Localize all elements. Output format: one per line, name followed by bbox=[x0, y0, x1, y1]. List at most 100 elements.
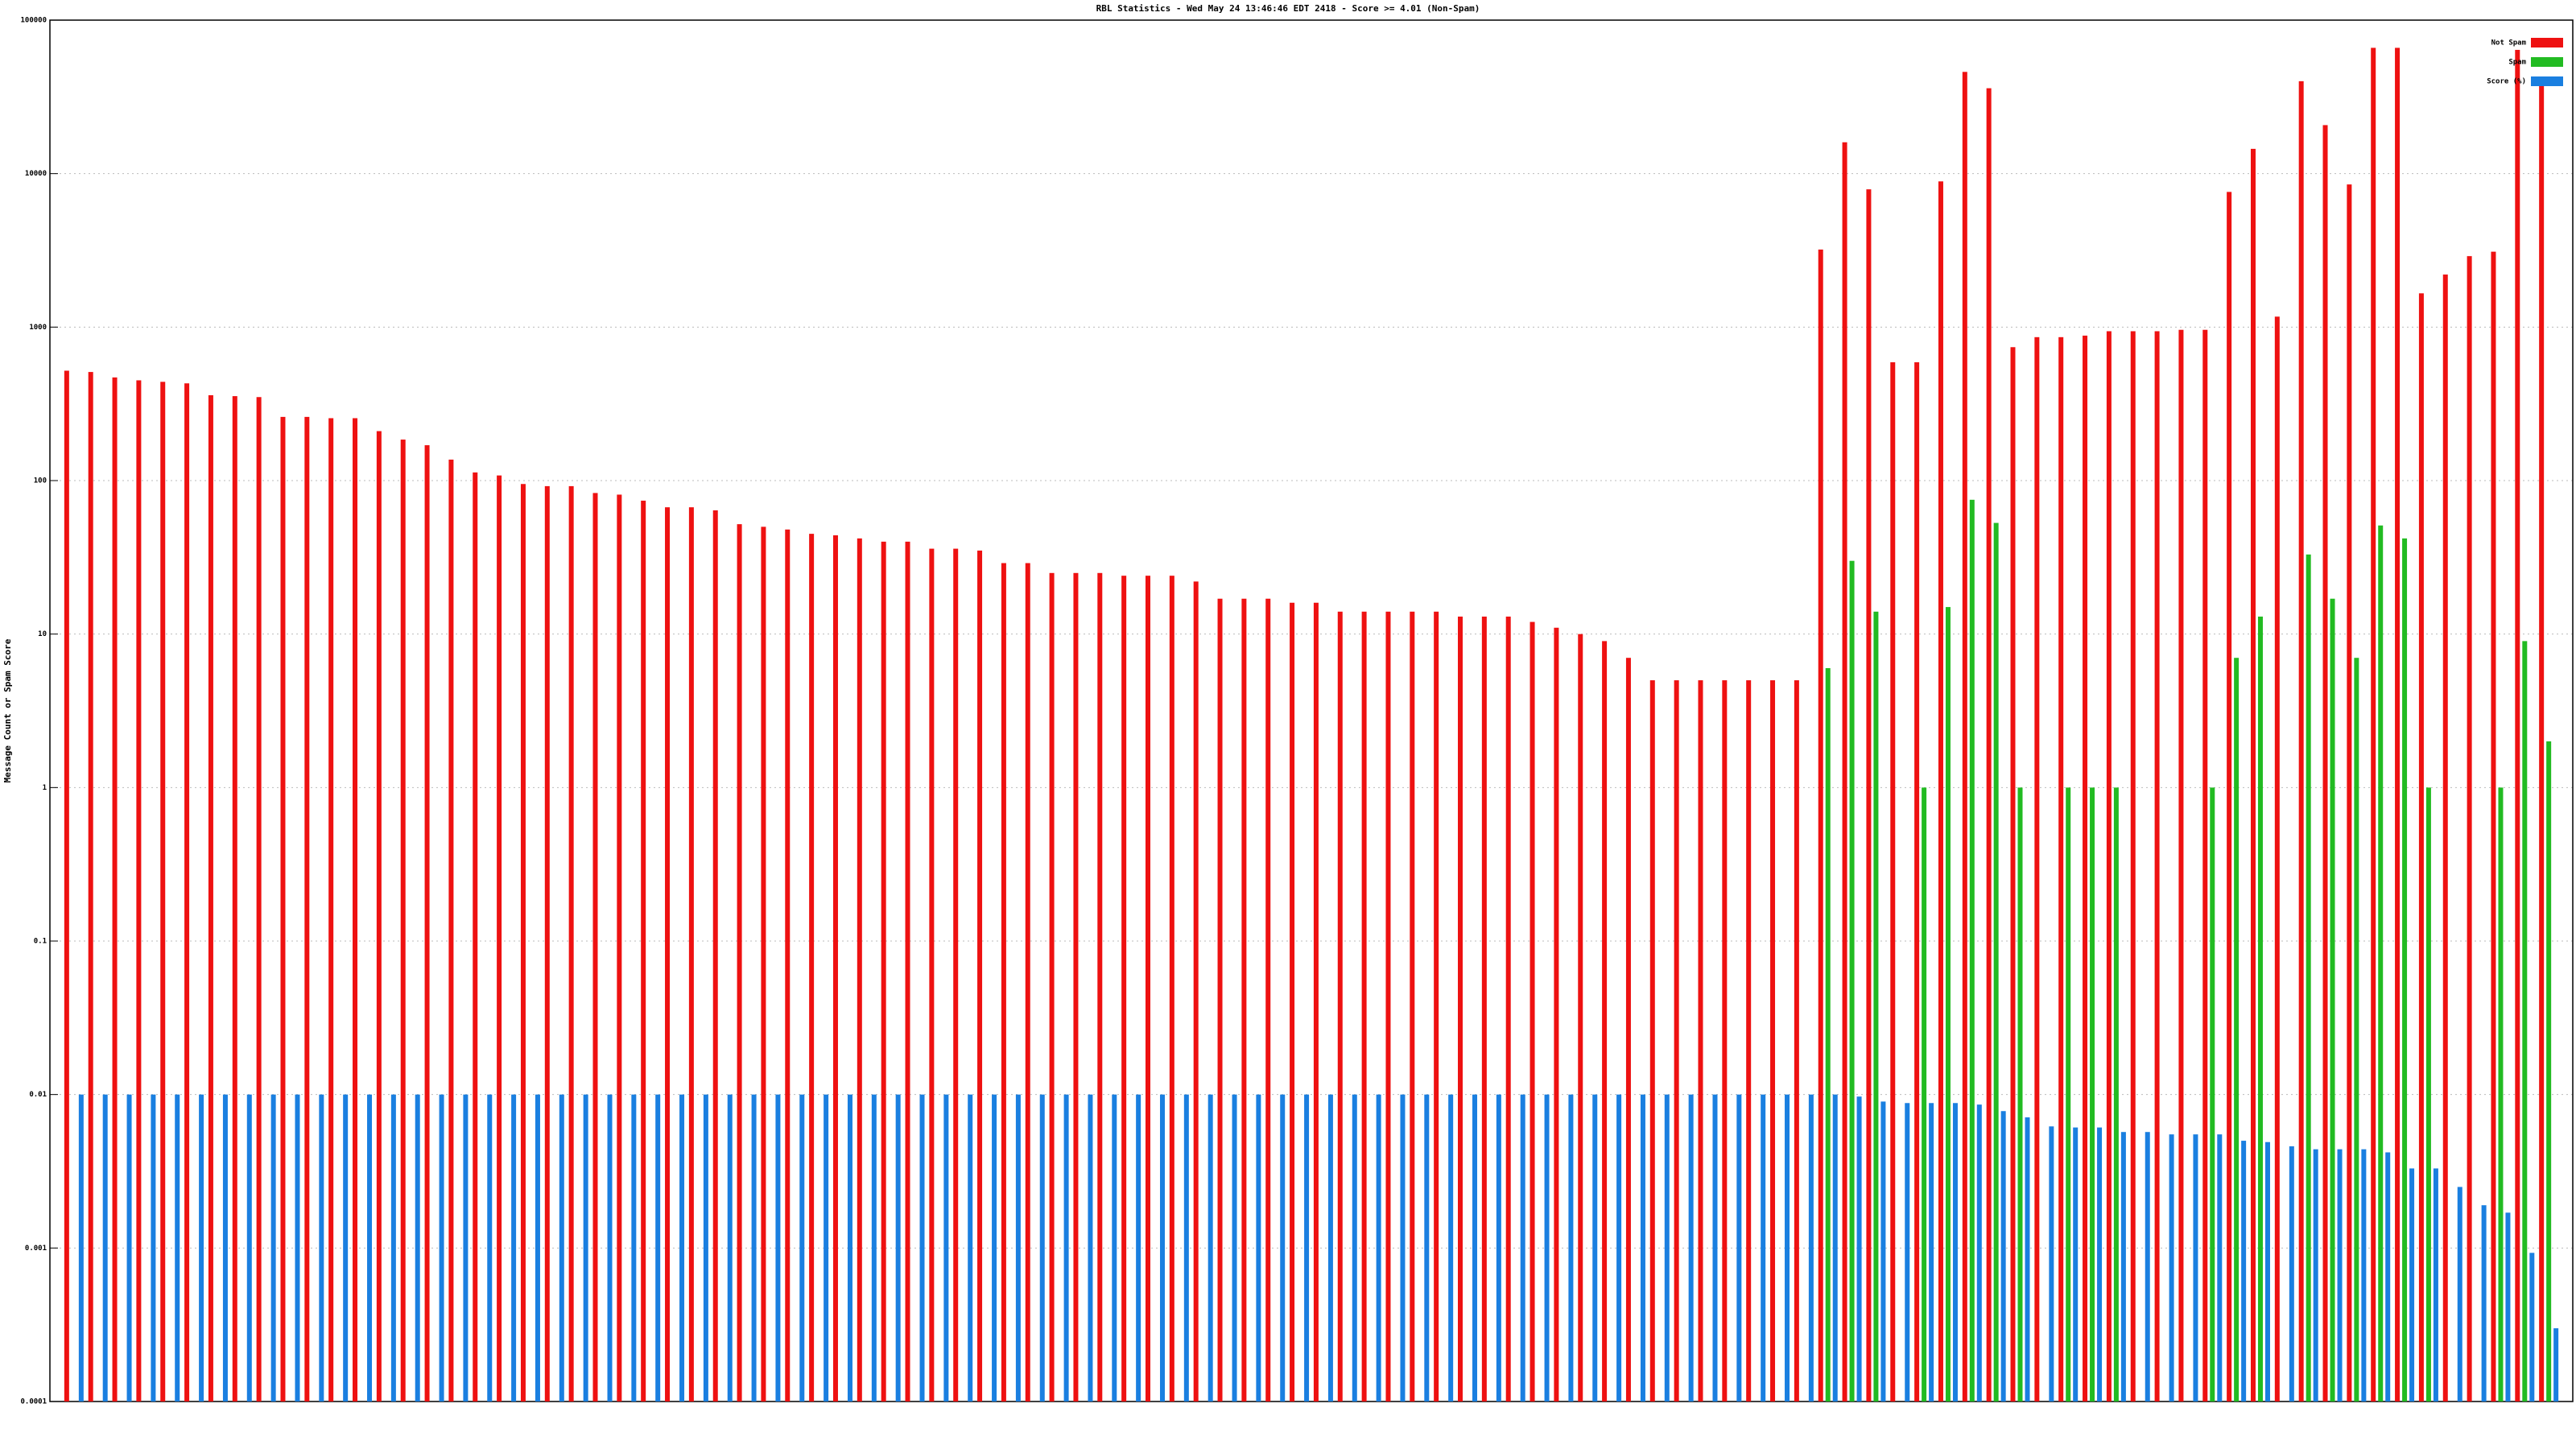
bar bbox=[2073, 1127, 2079, 1402]
bar bbox=[2313, 1149, 2318, 1402]
bar bbox=[1761, 1094, 1766, 1402]
bar bbox=[1986, 88, 1992, 1402]
bar bbox=[280, 416, 286, 1402]
bar bbox=[1938, 181, 1943, 1402]
bar bbox=[343, 1094, 349, 1402]
bar bbox=[1849, 560, 1855, 1402]
bar bbox=[1280, 1094, 1286, 1402]
bar bbox=[703, 1094, 708, 1402]
bar bbox=[655, 1094, 661, 1402]
bar bbox=[1001, 563, 1006, 1402]
bar bbox=[712, 510, 718, 1402]
bar bbox=[1049, 572, 1055, 1402]
bar bbox=[2049, 1126, 2054, 1402]
y-tick-label: 10 bbox=[38, 630, 47, 638]
bar bbox=[905, 541, 910, 1402]
y-tick-label: 100 bbox=[34, 477, 47, 485]
bar bbox=[151, 1094, 156, 1402]
bar bbox=[1112, 1094, 1117, 1402]
bar bbox=[1208, 1094, 1213, 1402]
bar bbox=[799, 1094, 805, 1402]
bar bbox=[2066, 787, 2071, 1402]
bar bbox=[679, 1094, 685, 1402]
bar bbox=[2298, 80, 2304, 1402]
bar bbox=[1905, 1103, 1910, 1402]
bar bbox=[1265, 598, 1271, 1402]
bar bbox=[1770, 680, 1776, 1402]
bar bbox=[2217, 1134, 2223, 1402]
bar bbox=[1736, 1094, 1742, 1402]
bar bbox=[2553, 1328, 2559, 1402]
bar bbox=[2010, 347, 2016, 1402]
bar bbox=[2409, 1168, 2415, 1402]
bar bbox=[1481, 616, 1487, 1402]
y-tick-label: 1 bbox=[43, 784, 47, 792]
bar bbox=[2025, 1117, 2030, 1402]
bar bbox=[136, 380, 142, 1402]
bar bbox=[1544, 1094, 1550, 1402]
bar bbox=[2241, 1141, 2247, 1402]
bar bbox=[1530, 621, 1535, 1402]
bar bbox=[2154, 331, 2160, 1402]
bar bbox=[1241, 598, 1247, 1402]
bar bbox=[943, 1094, 949, 1402]
bar bbox=[1922, 787, 1927, 1402]
bar bbox=[2145, 1132, 2150, 1402]
bar bbox=[1969, 499, 1975, 1402]
bar bbox=[1136, 1094, 1141, 1402]
bar bbox=[607, 1094, 613, 1402]
bar bbox=[1496, 1094, 1501, 1402]
bar bbox=[256, 397, 262, 1402]
bar bbox=[544, 485, 550, 1402]
bar bbox=[1945, 607, 1951, 1402]
bar bbox=[1410, 611, 1415, 1402]
bar bbox=[1290, 602, 1295, 1402]
bar bbox=[2361, 1149, 2367, 1402]
bar bbox=[1873, 611, 1879, 1402]
bar bbox=[1520, 1094, 1525, 1402]
bar bbox=[1568, 1094, 1574, 1402]
bar bbox=[1193, 581, 1199, 1402]
bar bbox=[2178, 329, 2184, 1402]
bar bbox=[1625, 658, 1631, 1402]
bar bbox=[2402, 538, 2408, 1402]
bar bbox=[1962, 72, 1967, 1402]
bar bbox=[328, 418, 334, 1402]
legend-label: Spam bbox=[2508, 59, 2526, 67]
bar bbox=[1856, 1096, 1862, 1402]
bar bbox=[2274, 316, 2280, 1402]
bar bbox=[64, 370, 69, 1402]
bar bbox=[2395, 47, 2401, 1402]
legend-swatch bbox=[2531, 38, 2563, 47]
bar bbox=[1616, 1094, 1622, 1402]
bar bbox=[2322, 125, 2328, 1402]
bar bbox=[78, 1094, 84, 1402]
bar bbox=[785, 529, 791, 1402]
bar bbox=[1232, 1094, 1237, 1402]
bar bbox=[751, 1094, 757, 1402]
bar bbox=[847, 1094, 852, 1402]
bar bbox=[246, 1094, 252, 1402]
bar bbox=[222, 1094, 228, 1402]
bar bbox=[2210, 787, 2215, 1402]
bar bbox=[175, 1094, 180, 1402]
bar bbox=[1640, 1094, 1645, 1402]
bar bbox=[1505, 616, 1511, 1402]
bar bbox=[2529, 1253, 2535, 1402]
bar bbox=[2257, 616, 2263, 1402]
bar bbox=[1746, 680, 1752, 1402]
bar bbox=[1352, 1094, 1357, 1402]
bar bbox=[2354, 658, 2359, 1402]
bar bbox=[2097, 1127, 2103, 1402]
bar bbox=[2418, 293, 2424, 1402]
bar bbox=[1825, 667, 1831, 1402]
bar bbox=[1674, 680, 1679, 1402]
bar bbox=[1313, 602, 1319, 1402]
bar bbox=[1256, 1094, 1261, 1402]
bar bbox=[1458, 616, 1463, 1402]
y-axis-label: Message Count or Spam Score bbox=[2, 638, 13, 782]
bar bbox=[424, 445, 430, 1402]
bar bbox=[1842, 142, 1847, 1402]
bar bbox=[1448, 1094, 1454, 1402]
